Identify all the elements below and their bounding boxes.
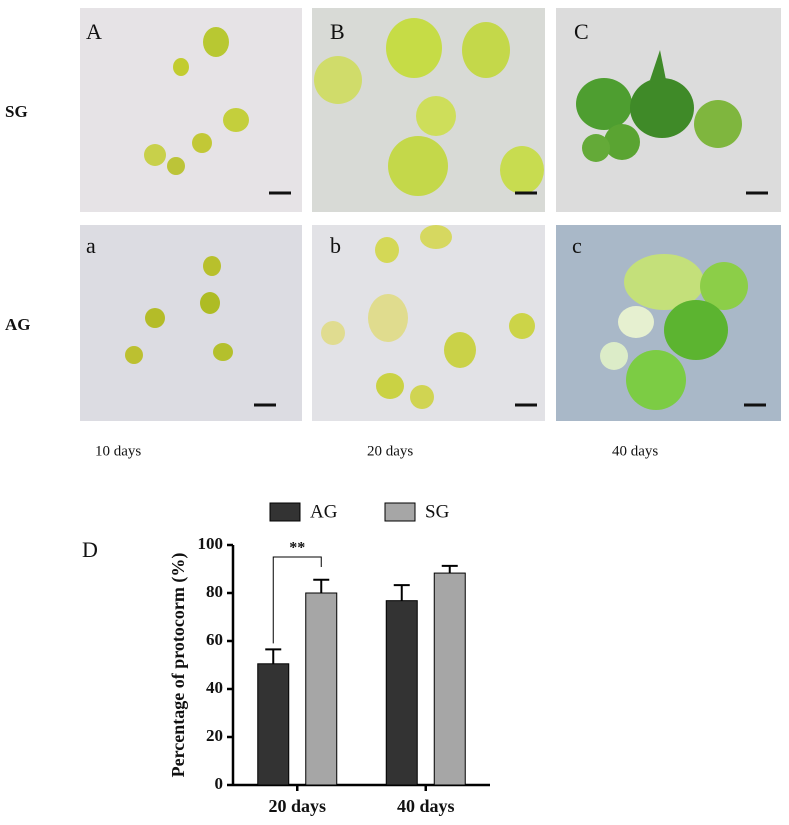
protocorm	[509, 313, 535, 339]
protocorm	[125, 346, 143, 364]
protocorm	[582, 134, 610, 162]
photo	[80, 225, 302, 421]
legend-label: SG	[425, 501, 450, 522]
legend-label: AG	[310, 501, 338, 522]
protocorm	[145, 308, 165, 328]
y-tick-label: 80	[206, 582, 223, 601]
panel-label: C	[574, 19, 589, 44]
panel-label: A	[86, 19, 102, 44]
bar	[257, 663, 290, 786]
protocorm	[388, 136, 448, 196]
bar	[433, 572, 466, 786]
protocorm	[200, 292, 220, 314]
y-axis-label: Percentage of protocorm (%)	[168, 553, 189, 778]
protocorm	[375, 237, 399, 263]
photo	[80, 8, 302, 212]
protocorm	[664, 300, 728, 360]
column-label: 40 days	[612, 443, 658, 459]
protocorm	[694, 100, 742, 148]
protocorm	[410, 385, 434, 409]
protocorm	[420, 225, 452, 249]
protocorm	[368, 294, 408, 342]
protocorm	[462, 22, 510, 78]
protocorm	[144, 144, 166, 166]
column-label: 20 days	[367, 443, 413, 459]
legend-swatch	[384, 502, 416, 522]
y-tick-label: 40	[206, 678, 223, 697]
y-tick-label: 100	[198, 534, 224, 553]
protocorm	[321, 321, 345, 345]
protocorm	[624, 254, 704, 310]
protocorm	[203, 256, 221, 276]
protocorm	[167, 157, 185, 175]
significance-bracket	[272, 556, 322, 644]
protocorm	[203, 27, 229, 57]
row-label: AG	[5, 315, 31, 334]
x-tick-label: 20 days	[268, 796, 326, 816]
protocorm	[604, 124, 640, 160]
protocorm	[700, 262, 748, 310]
protocorm	[630, 78, 694, 138]
protocorm	[600, 342, 628, 370]
panel-label: b	[330, 233, 341, 258]
protocorm	[500, 146, 544, 194]
protocorm	[576, 78, 632, 130]
column-label: 10 days	[95, 443, 141, 459]
protocorm	[618, 306, 654, 338]
x-tick-label: 40 days	[397, 796, 455, 816]
protocorm	[192, 133, 212, 153]
protocorm	[376, 373, 404, 399]
panel-label: c	[572, 233, 582, 258]
y-tick-label: 20	[206, 726, 223, 745]
protocorm	[626, 350, 686, 410]
row-label: SG	[5, 102, 28, 121]
protocorm	[416, 96, 456, 136]
protocorm	[314, 56, 362, 104]
legend-swatch	[269, 502, 301, 522]
panel-label: a	[86, 233, 96, 258]
protocorm	[213, 343, 233, 361]
protocorm	[444, 332, 476, 368]
bar	[385, 600, 418, 786]
scale-bars	[254, 191, 768, 407]
protocorm	[173, 58, 189, 76]
y-tick-label: 0	[215, 774, 224, 793]
protocorm	[386, 18, 442, 78]
panel-label: D	[82, 537, 98, 562]
bar	[305, 592, 338, 786]
significance-label: **	[289, 540, 305, 557]
panel-label: B	[330, 19, 345, 44]
protocorm-tip	[650, 50, 666, 80]
protocorm	[223, 108, 249, 132]
y-tick-label: 60	[206, 630, 223, 649]
photos	[80, 8, 781, 421]
